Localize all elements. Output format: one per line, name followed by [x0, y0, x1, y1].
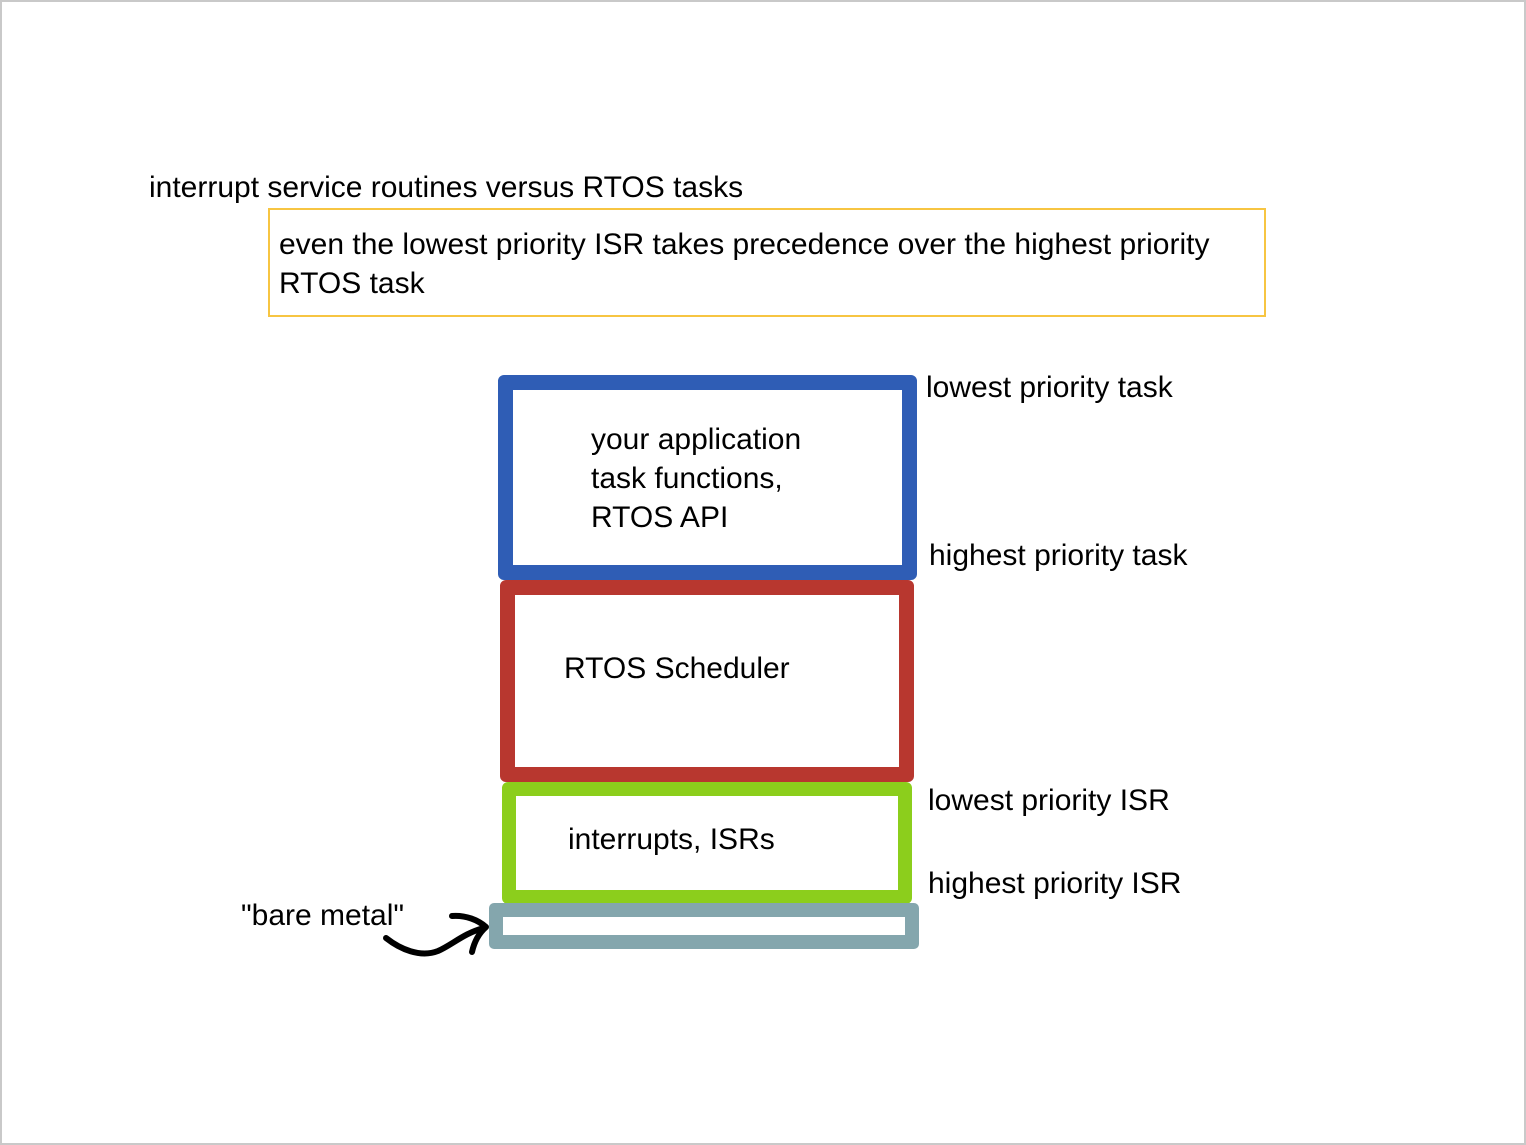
- application-layer-label: your application task functions, RTOS AP…: [591, 420, 801, 537]
- bare-metal-label: "bare metal": [241, 899, 405, 932]
- application-layer-box: [498, 375, 917, 580]
- scheduler-layer-box: [500, 580, 914, 782]
- note-box: even the lowest priority ISR takes prece…: [268, 208, 1266, 317]
- lowest-priority-task-label: lowest priority task: [926, 371, 1173, 404]
- bare-metal-layer-box: [489, 903, 919, 949]
- interrupts-layer-box: [502, 782, 912, 904]
- curved-arrow-icon: [383, 912, 489, 957]
- highest-priority-isr-label: highest priority ISR: [928, 867, 1182, 900]
- application-line-2: task functions,: [591, 462, 783, 495]
- scheduler-layer-label: RTOS Scheduler: [564, 652, 790, 685]
- diagram-title: interrupt service routines versus RTOS t…: [149, 171, 744, 204]
- application-line-1: your application: [591, 423, 802, 456]
- application-line-3: RTOS API: [591, 501, 729, 534]
- interrupts-layer-label: interrupts, ISRs: [568, 823, 775, 856]
- note-text: even the lowest priority ISR takes prece…: [279, 228, 1210, 300]
- highest-priority-task-label: highest priority task: [929, 539, 1188, 572]
- lowest-priority-isr-label: lowest priority ISR: [928, 784, 1170, 817]
